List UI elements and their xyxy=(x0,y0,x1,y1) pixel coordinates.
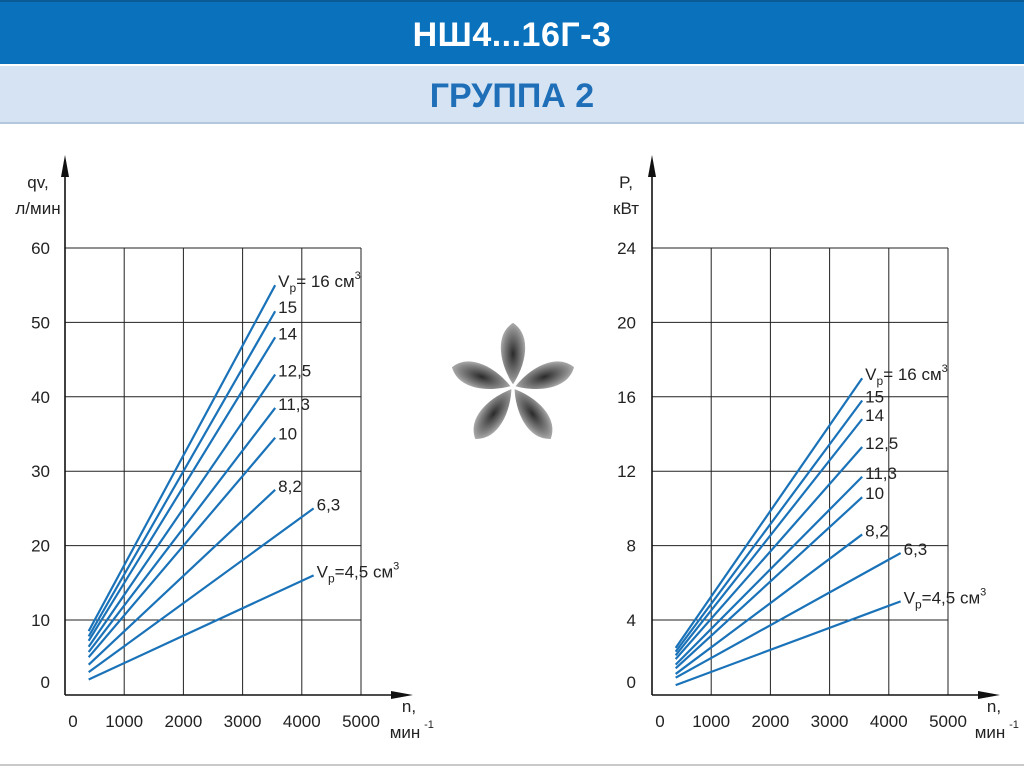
series-line xyxy=(674,476,863,666)
series-line xyxy=(88,574,315,681)
series-label: 8,2 xyxy=(278,477,302,496)
series-line xyxy=(675,600,902,687)
y-tick-label: 10 xyxy=(31,611,50,630)
series-label: 10 xyxy=(278,425,297,444)
x-axis-unit-sup: -1 xyxy=(424,719,434,731)
x-axis-arrow xyxy=(391,691,413,699)
x-tick-label: 4000 xyxy=(870,712,908,731)
logo-petal xyxy=(510,358,578,393)
chart-power-group: 0 4 8 12 16 20 24 0 1000 2000 3000 4000 5000 P, кВт n, м… xyxy=(613,155,1019,742)
y-tick-label: 12 xyxy=(617,462,636,481)
series-line xyxy=(87,336,277,642)
series-line xyxy=(87,488,276,666)
y-tick-label: 60 xyxy=(31,239,50,258)
group-title: ГРУППА 2 xyxy=(429,77,595,115)
series-label: Vp= 16 см3 xyxy=(278,270,361,295)
y-tick-label: 40 xyxy=(31,388,50,407)
y-axis-arrow xyxy=(61,155,69,177)
series-line xyxy=(87,407,277,653)
series-line xyxy=(87,437,276,658)
logo-petal xyxy=(497,319,529,390)
series-line xyxy=(87,284,277,632)
header-bar: НШ4...16Г-3 xyxy=(0,0,1024,64)
bottom-divider xyxy=(0,764,1024,766)
series-label: 6,3 xyxy=(317,495,341,514)
x-tick-label: 1000 xyxy=(105,712,143,731)
x-axis-unit: мин xyxy=(390,723,421,742)
x-tick-label: 3000 xyxy=(224,712,262,731)
series-label: 12,5 xyxy=(278,361,311,380)
x-tick-label: 4000 xyxy=(283,712,321,731)
page-title: НШ4...16Г-3 xyxy=(412,16,612,54)
y-tick-label: 50 xyxy=(31,313,50,332)
series-label: 14 xyxy=(865,406,884,425)
logo-petal xyxy=(511,384,556,442)
x-axis-unit: мин xyxy=(975,723,1006,742)
subheader-bar: ГРУППА 2 xyxy=(0,64,1024,124)
logo-petal xyxy=(448,358,516,393)
x-axis-arrow xyxy=(978,691,1000,699)
x-axis-label: n, xyxy=(987,697,1001,716)
series-line xyxy=(674,377,864,649)
x-tick-label: 0 xyxy=(655,712,664,731)
logo-petal xyxy=(470,384,515,442)
series-line xyxy=(88,507,315,673)
series-label: 11,3 xyxy=(278,395,310,414)
series-line xyxy=(87,373,277,648)
y-axis-arrow xyxy=(648,155,656,177)
series-label: 15 xyxy=(865,388,884,407)
y-tick-label: 8 xyxy=(627,537,636,556)
series-line xyxy=(674,399,864,653)
y-axis-label: qv, xyxy=(27,173,48,192)
series-label: 6,3 xyxy=(904,540,928,559)
x-tick-label: 2000 xyxy=(751,712,789,731)
series-label: 14 xyxy=(278,324,297,343)
y-tick-label: 24 xyxy=(617,239,636,258)
series-label: 12,5 xyxy=(865,434,898,453)
y-axis-unit: л/мин xyxy=(15,199,60,218)
series-label: 11,3 xyxy=(865,464,897,483)
chart-flow-group: 0 10 20 30 40 50 60 0 1000 2000 3000 4000 5000 qv, л/м… xyxy=(15,155,434,742)
series-label: Vp=4,5 см3 xyxy=(904,586,987,611)
x-tick-label: 1000 xyxy=(692,712,730,731)
series-line xyxy=(674,496,863,670)
series-label: 10 xyxy=(865,484,884,503)
y-tick-label: 0 xyxy=(41,673,50,692)
y-axis-label: P, xyxy=(619,173,633,192)
series-line xyxy=(87,310,277,637)
y-axis-unit: кВт xyxy=(613,199,639,218)
x-axis-label: n, xyxy=(402,697,416,716)
y-tick-label: 20 xyxy=(31,537,50,556)
series-label: 15 xyxy=(278,298,297,317)
series-line xyxy=(674,446,863,660)
series-label: 8,2 xyxy=(865,521,889,540)
series-line xyxy=(675,552,902,679)
series-label: Vp= 16 см3 xyxy=(865,363,948,388)
y-tick-label: 20 xyxy=(617,313,636,332)
x-tick-label: 2000 xyxy=(164,712,202,731)
asterisk-logo-icon xyxy=(438,312,588,462)
y-tick-label: 0 xyxy=(627,673,636,692)
x-tick-label: 5000 xyxy=(342,712,380,731)
series-label: Vp=4,5 см3 xyxy=(317,560,400,585)
x-axis-unit-sup: -1 xyxy=(1009,719,1019,731)
x-tick-label: 3000 xyxy=(811,712,849,731)
x-tick-label: 0 xyxy=(68,712,77,731)
series-line xyxy=(674,418,864,657)
y-tick-label: 30 xyxy=(31,462,50,481)
y-tick-label: 4 xyxy=(627,611,636,630)
y-tick-label: 16 xyxy=(617,388,636,407)
series-line xyxy=(675,533,863,675)
x-tick-label: 5000 xyxy=(929,712,967,731)
